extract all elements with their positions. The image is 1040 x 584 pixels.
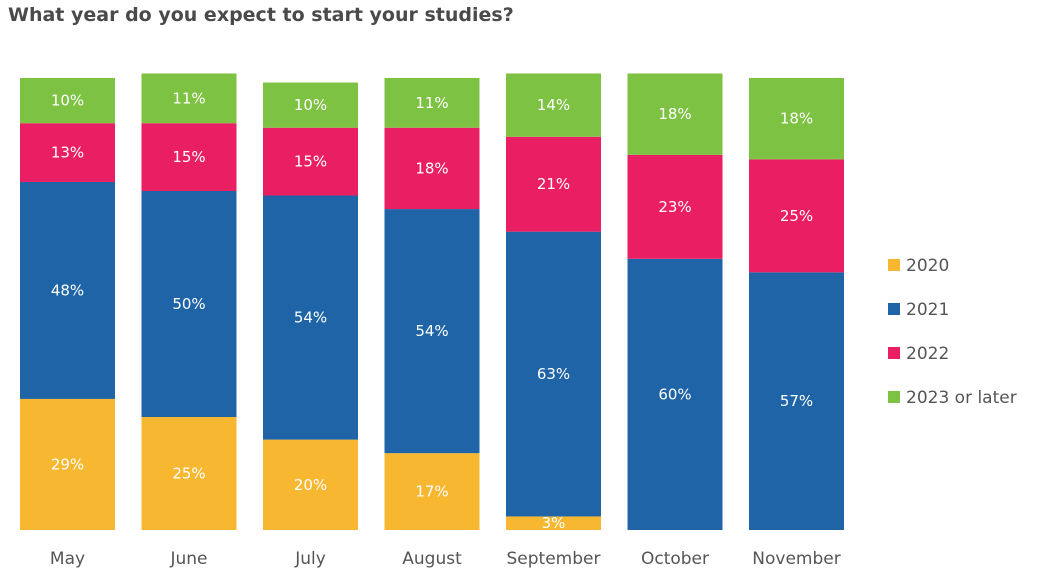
bar-october-2022 (627, 154, 723, 259)
data-label-may-2021: 48% (51, 281, 84, 299)
legend-label-2022: 2022 (906, 344, 949, 364)
data-label-october-2021: 60% (658, 385, 691, 403)
data-label-july-2022: 15% (294, 153, 327, 171)
bar-june-2023-or-later (141, 73, 237, 124)
data-label-november-2023-or-later: 18% (780, 110, 813, 128)
legend-label-2020: 2020 (906, 256, 949, 276)
chart-title: What year do you expect to start your st… (8, 4, 514, 26)
data-label-june-2021: 50% (172, 295, 205, 313)
data-label-october-2023-or-later: 18% (658, 105, 691, 123)
legend-label-2023-or-later: 2023 or later (906, 388, 1017, 408)
bar-november-2021 (749, 272, 844, 530)
x-tick-label-june: June (169, 549, 207, 569)
x-tick-label-november: November (752, 549, 840, 569)
bar-november-2022 (749, 159, 844, 273)
bar-may-2023-or-later (20, 78, 115, 124)
legend-swatch-2023-or-later (888, 391, 900, 403)
bar-labels-layer: 29% 48% 13% 10% 25% 50% 15% 11% 20% 54% 15% 10% 17% 5… (51, 89, 813, 532)
data-label-september-2023-or-later: 14% (537, 96, 570, 114)
bar-october-2021 (627, 258, 723, 530)
bar-may-2021 (20, 181, 115, 399)
bar-june-2022 (141, 123, 237, 191)
data-label-june-2022: 15% (172, 148, 205, 166)
data-label-may-2023-or-later: 10% (51, 92, 84, 110)
bar-june-2020 (141, 417, 237, 530)
x-tick-label-september: September (507, 549, 601, 569)
data-label-october-2022: 23% (658, 198, 691, 216)
x-tick-label-may: May (50, 549, 85, 569)
data-label-august-2021: 54% (415, 322, 448, 340)
bar-october-2023-or-later (627, 73, 723, 155)
data-label-may-2020: 29% (51, 455, 84, 473)
bar-may-2022 (20, 123, 115, 182)
bar-july-2022 (263, 127, 358, 196)
bar-august-2022 (384, 127, 480, 210)
x-tick-label-july: July (294, 549, 326, 569)
bars-layer (20, 73, 844, 530)
data-label-september-2020: 3% (542, 514, 566, 532)
x-tick-label-august: August (402, 549, 462, 569)
bar-september-2023-or-later (506, 73, 601, 137)
bar-september-2021 (506, 231, 601, 517)
bar-june-2021 (141, 191, 237, 417)
x-tick-label-october: October (641, 549, 709, 569)
data-label-august-2022: 18% (415, 159, 448, 177)
bar-september-2020 (506, 516, 601, 530)
bar-august-2023-or-later (384, 78, 480, 128)
bar-august-2020 (384, 453, 480, 530)
bar-august-2021 (384, 209, 480, 454)
legend-label-2021: 2021 (906, 300, 949, 320)
legend-swatch-2020 (888, 259, 900, 271)
data-label-november-2021: 57% (780, 392, 813, 410)
data-label-may-2022: 13% (51, 144, 84, 162)
legend: 2020 2021 2022 2023 or later (888, 256, 1017, 408)
data-label-september-2021: 63% (537, 365, 570, 383)
legend-swatch-2022 (888, 347, 900, 359)
data-label-september-2022: 21% (537, 175, 570, 193)
legend-swatch-2021 (888, 303, 900, 315)
bar-november-2023-or-later (749, 78, 844, 160)
data-label-july-2021: 54% (294, 309, 327, 327)
data-label-august-2020: 17% (415, 483, 448, 501)
bar-july-2020 (263, 439, 358, 530)
bar-may-2020 (20, 398, 115, 530)
data-label-november-2022: 25% (780, 207, 813, 225)
data-label-june-2020: 25% (172, 465, 205, 483)
bar-september-2022 (506, 136, 601, 232)
data-label-july-2023-or-later: 10% (294, 96, 327, 114)
x-axis-ticks: May June July August September October Novembe… (50, 549, 841, 569)
bar-july-2021 (263, 195, 358, 440)
data-label-july-2020: 20% (294, 476, 327, 494)
data-label-august-2023-or-later: 11% (415, 94, 448, 112)
bar-july-2023-or-later (263, 82, 358, 128)
data-label-june-2023-or-later: 11% (172, 89, 205, 107)
